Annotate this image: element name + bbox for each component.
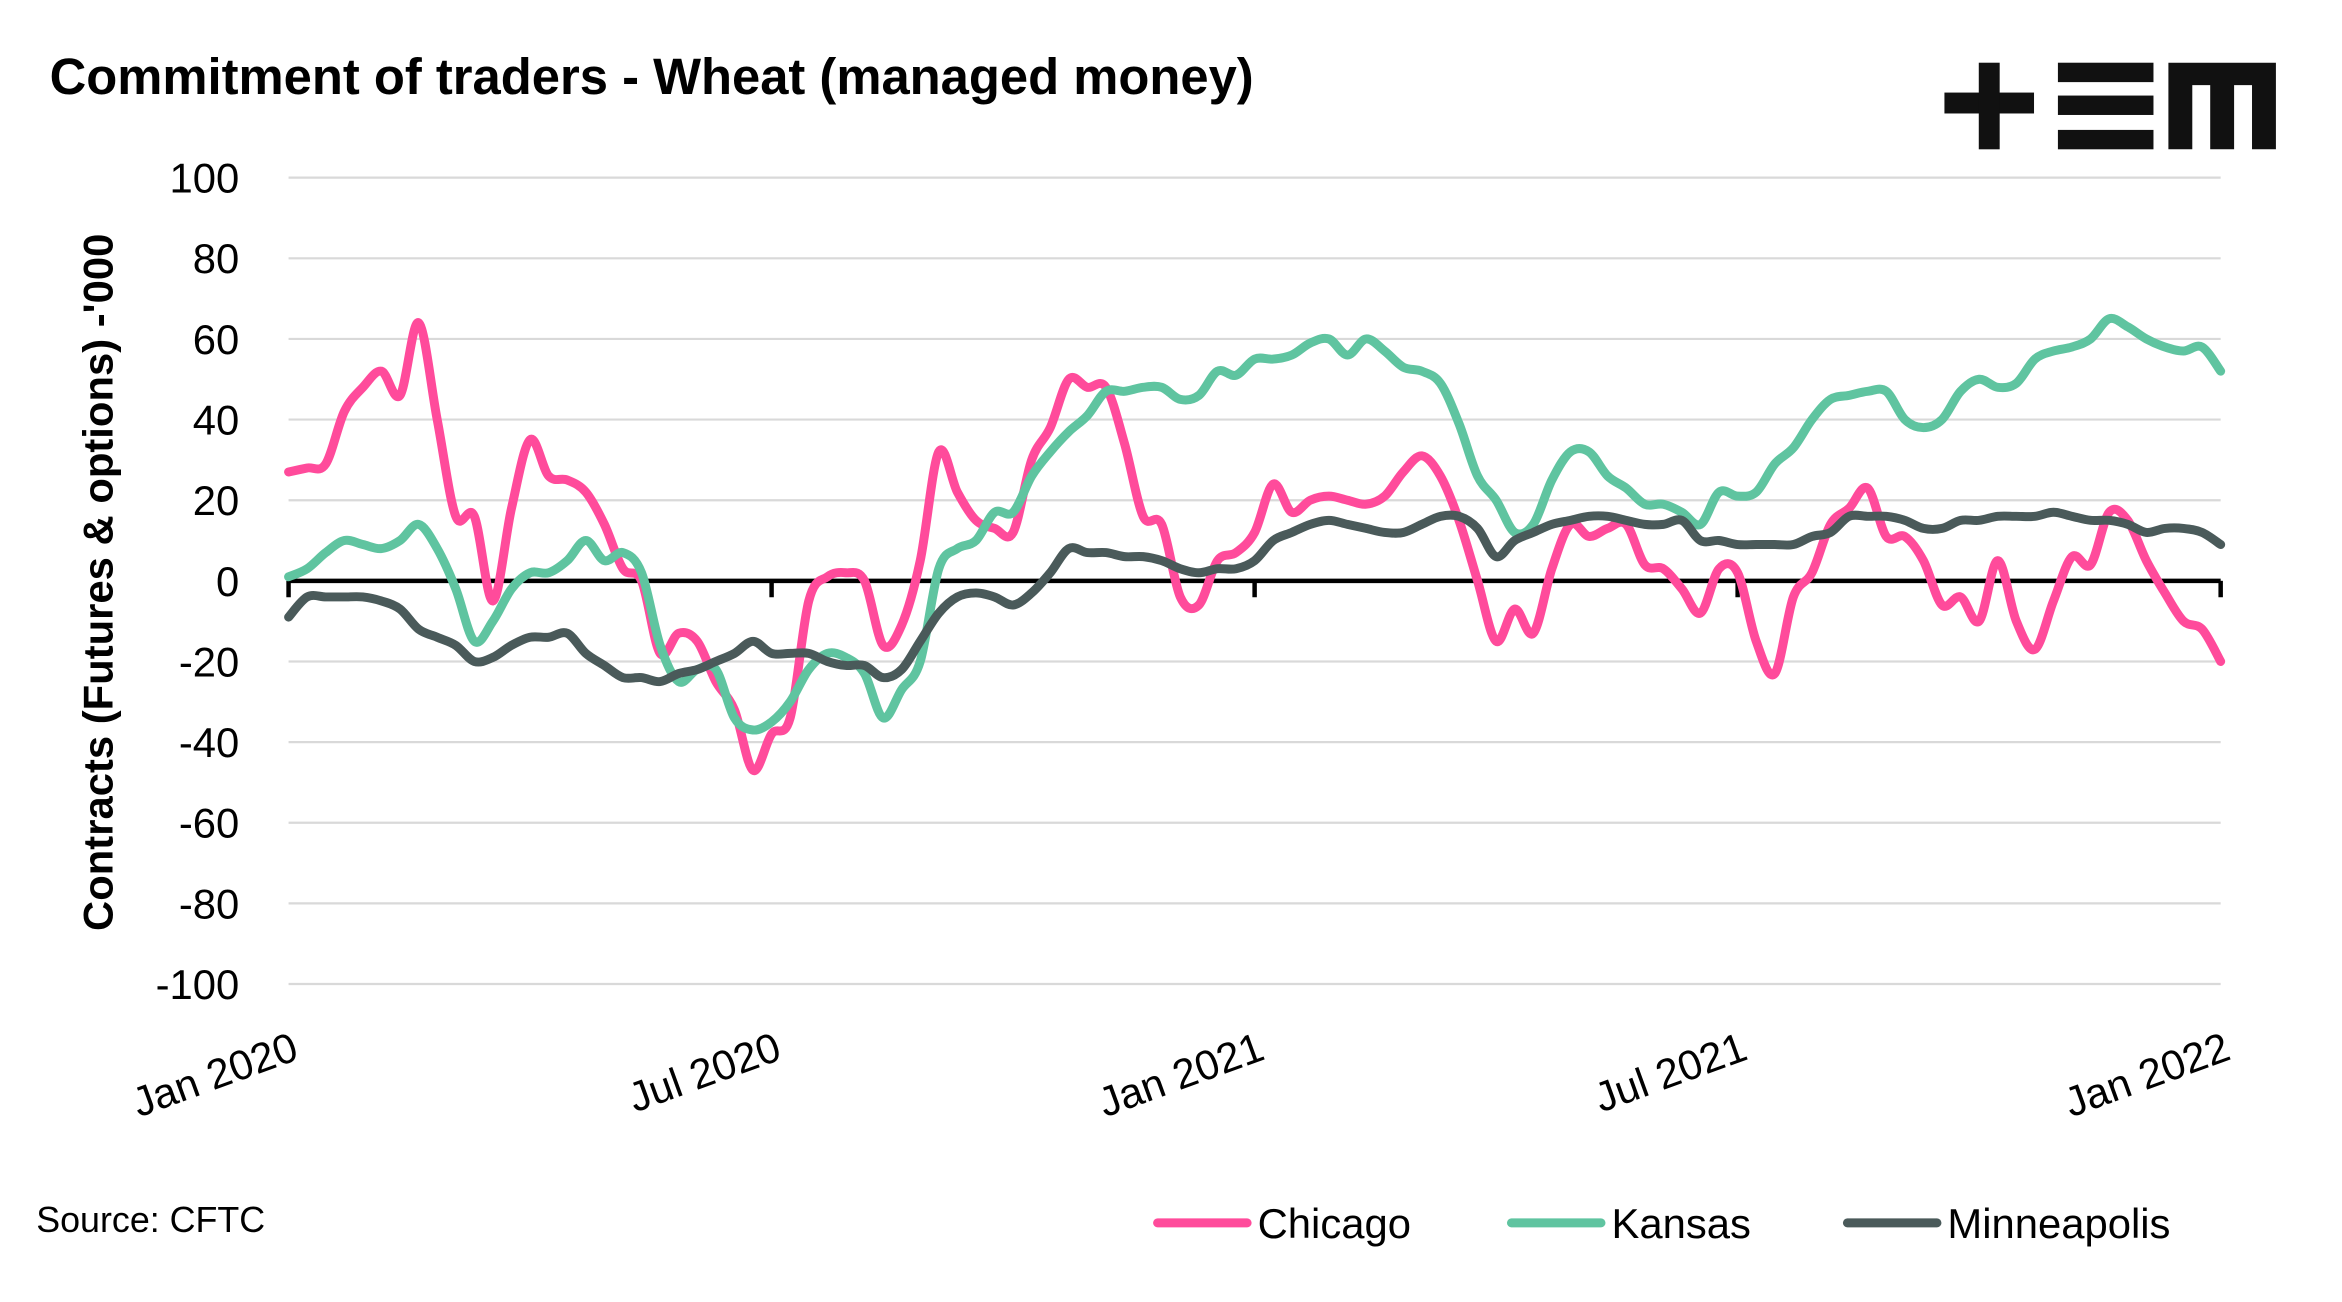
y-tick-label: -100 xyxy=(156,961,240,1008)
legend-label: Kansas xyxy=(1611,1200,1750,1247)
y-tick-label: 80 xyxy=(193,235,240,282)
series-line xyxy=(284,313,2226,735)
y-tick-label: 100 xyxy=(170,155,240,202)
x-tick-label: Jul 2021 xyxy=(1588,1023,1753,1121)
y-tick-label: -20 xyxy=(179,638,239,685)
legend-label: Minneapolis xyxy=(1947,1200,2170,1247)
y-tick-label: 0 xyxy=(216,558,239,605)
series-line xyxy=(284,507,2226,687)
x-tick-label: Jan 2022 xyxy=(2058,1023,2236,1126)
y-tick-label: 20 xyxy=(193,477,240,524)
y-axis-label: Contracts (Futures & options) -'000 xyxy=(74,234,121,931)
y-tick-label: -60 xyxy=(179,800,239,847)
legend-label: Chicago xyxy=(1258,1200,1411,1247)
logo xyxy=(1944,62,2276,150)
series-line xyxy=(284,318,2226,775)
y-tick-label: -80 xyxy=(179,880,239,927)
chart-title: Commitment of traders - Wheat (managed m… xyxy=(50,48,1254,105)
x-tick-label: Jan 2021 xyxy=(1092,1023,1270,1126)
y-tick-label: 60 xyxy=(193,316,240,363)
source-note: Source: CFTC xyxy=(36,1200,265,1240)
y-tick-label: 40 xyxy=(193,396,240,443)
x-tick-label: Jul 2020 xyxy=(622,1023,787,1121)
y-tick-label: -40 xyxy=(179,719,239,766)
x-tick-label: Jan 2020 xyxy=(126,1023,304,1126)
